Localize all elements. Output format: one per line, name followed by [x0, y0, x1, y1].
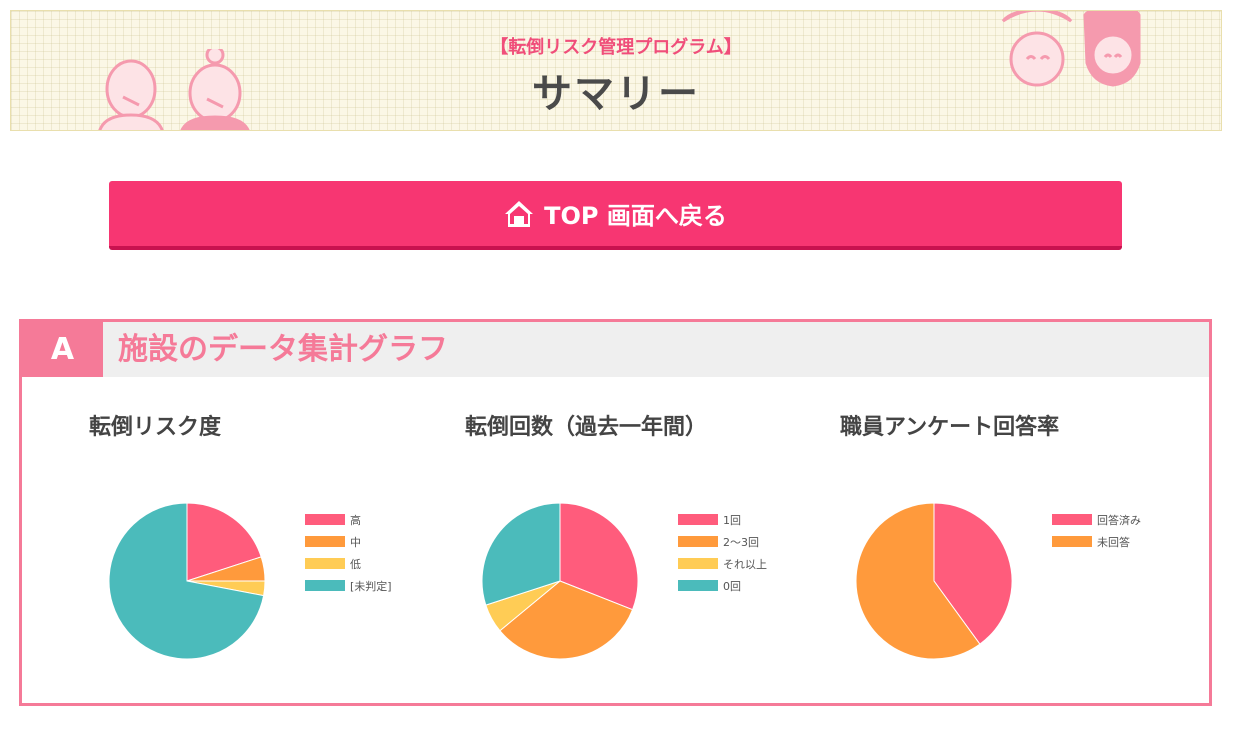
- program-subtitle: 【転倒リスク管理プログラム】: [490, 37, 742, 58]
- section-title: 施設のデータ集計グラフ: [118, 332, 448, 367]
- staff-survey-chart: 職員アンケート回答率 回答済み未回答: [840, 402, 1200, 692]
- legend-swatch: [305, 514, 345, 525]
- pie-slice[interactable]: [933, 502, 1013, 645]
- home-icon: [505, 200, 534, 227]
- legend-swatch: [678, 514, 718, 525]
- legend-swatch: [678, 580, 718, 591]
- section-header: A 施設のデータ集計グラフ: [22, 322, 1209, 377]
- fall-count-chart: 転倒回数（過去一年間） 1回 2〜3回それ以上 0回: [465, 402, 825, 692]
- chart-title: 転倒リスク度: [89, 415, 222, 440]
- legend-swatch: [678, 536, 718, 547]
- pie-slice[interactable]: [186, 502, 262, 582]
- legend-label: [未判定]: [350, 579, 392, 593]
- chart-title: 転倒回数（過去一年間）: [465, 415, 708, 440]
- legend-label: 2〜3回: [723, 536, 759, 549]
- legend-label: 未回答: [1097, 535, 1130, 549]
- pie-slice[interactable]: [559, 502, 639, 611]
- pie-slice[interactable]: [108, 502, 265, 660]
- page-title: サマリー: [532, 71, 700, 117]
- legend-swatch: [1052, 514, 1092, 525]
- legend-label: 0回: [723, 580, 741, 593]
- pie-slice[interactable]: [481, 502, 561, 606]
- pie-slice[interactable]: [499, 580, 634, 660]
- legend-swatch: [1052, 536, 1092, 547]
- section-letter: A: [22, 322, 103, 377]
- legend-swatch: [305, 558, 345, 569]
- fall-risk-chart: 転倒リスク度 高中低 [未判定]: [89, 402, 449, 692]
- legend-swatch: [678, 558, 718, 569]
- facility-data-section: A 施設のデータ集計グラフ 転倒リスク度 高中低 [未判定] 転倒回数（過去一年間…: [19, 319, 1212, 706]
- children-illustration: [1001, 11, 1141, 87]
- pie-chart-svg: 高中低 [未判定]: [108, 502, 392, 660]
- back-to-top-label: TOP 画面へ戻る: [544, 202, 727, 230]
- legend-label: 回答済み: [1097, 513, 1141, 527]
- legend-swatch: [305, 536, 345, 547]
- legend-label: それ以上: [723, 558, 767, 571]
- chart-title: 職員アンケート回答率: [840, 415, 1060, 440]
- elderly-couple-illustration: [98, 49, 250, 130]
- legend-label: 中: [350, 536, 361, 549]
- legend-label: 低: [350, 558, 361, 571]
- legend-swatch: [305, 580, 345, 591]
- legend-label: 高: [350, 513, 361, 527]
- pie-slice[interactable]: [855, 502, 981, 660]
- back-to-top-button[interactable]: TOP 画面へ戻る: [109, 181, 1122, 250]
- page-header: 【転倒リスク管理プログラム】 サマリー: [10, 10, 1222, 131]
- legend-label: 1回: [723, 514, 741, 527]
